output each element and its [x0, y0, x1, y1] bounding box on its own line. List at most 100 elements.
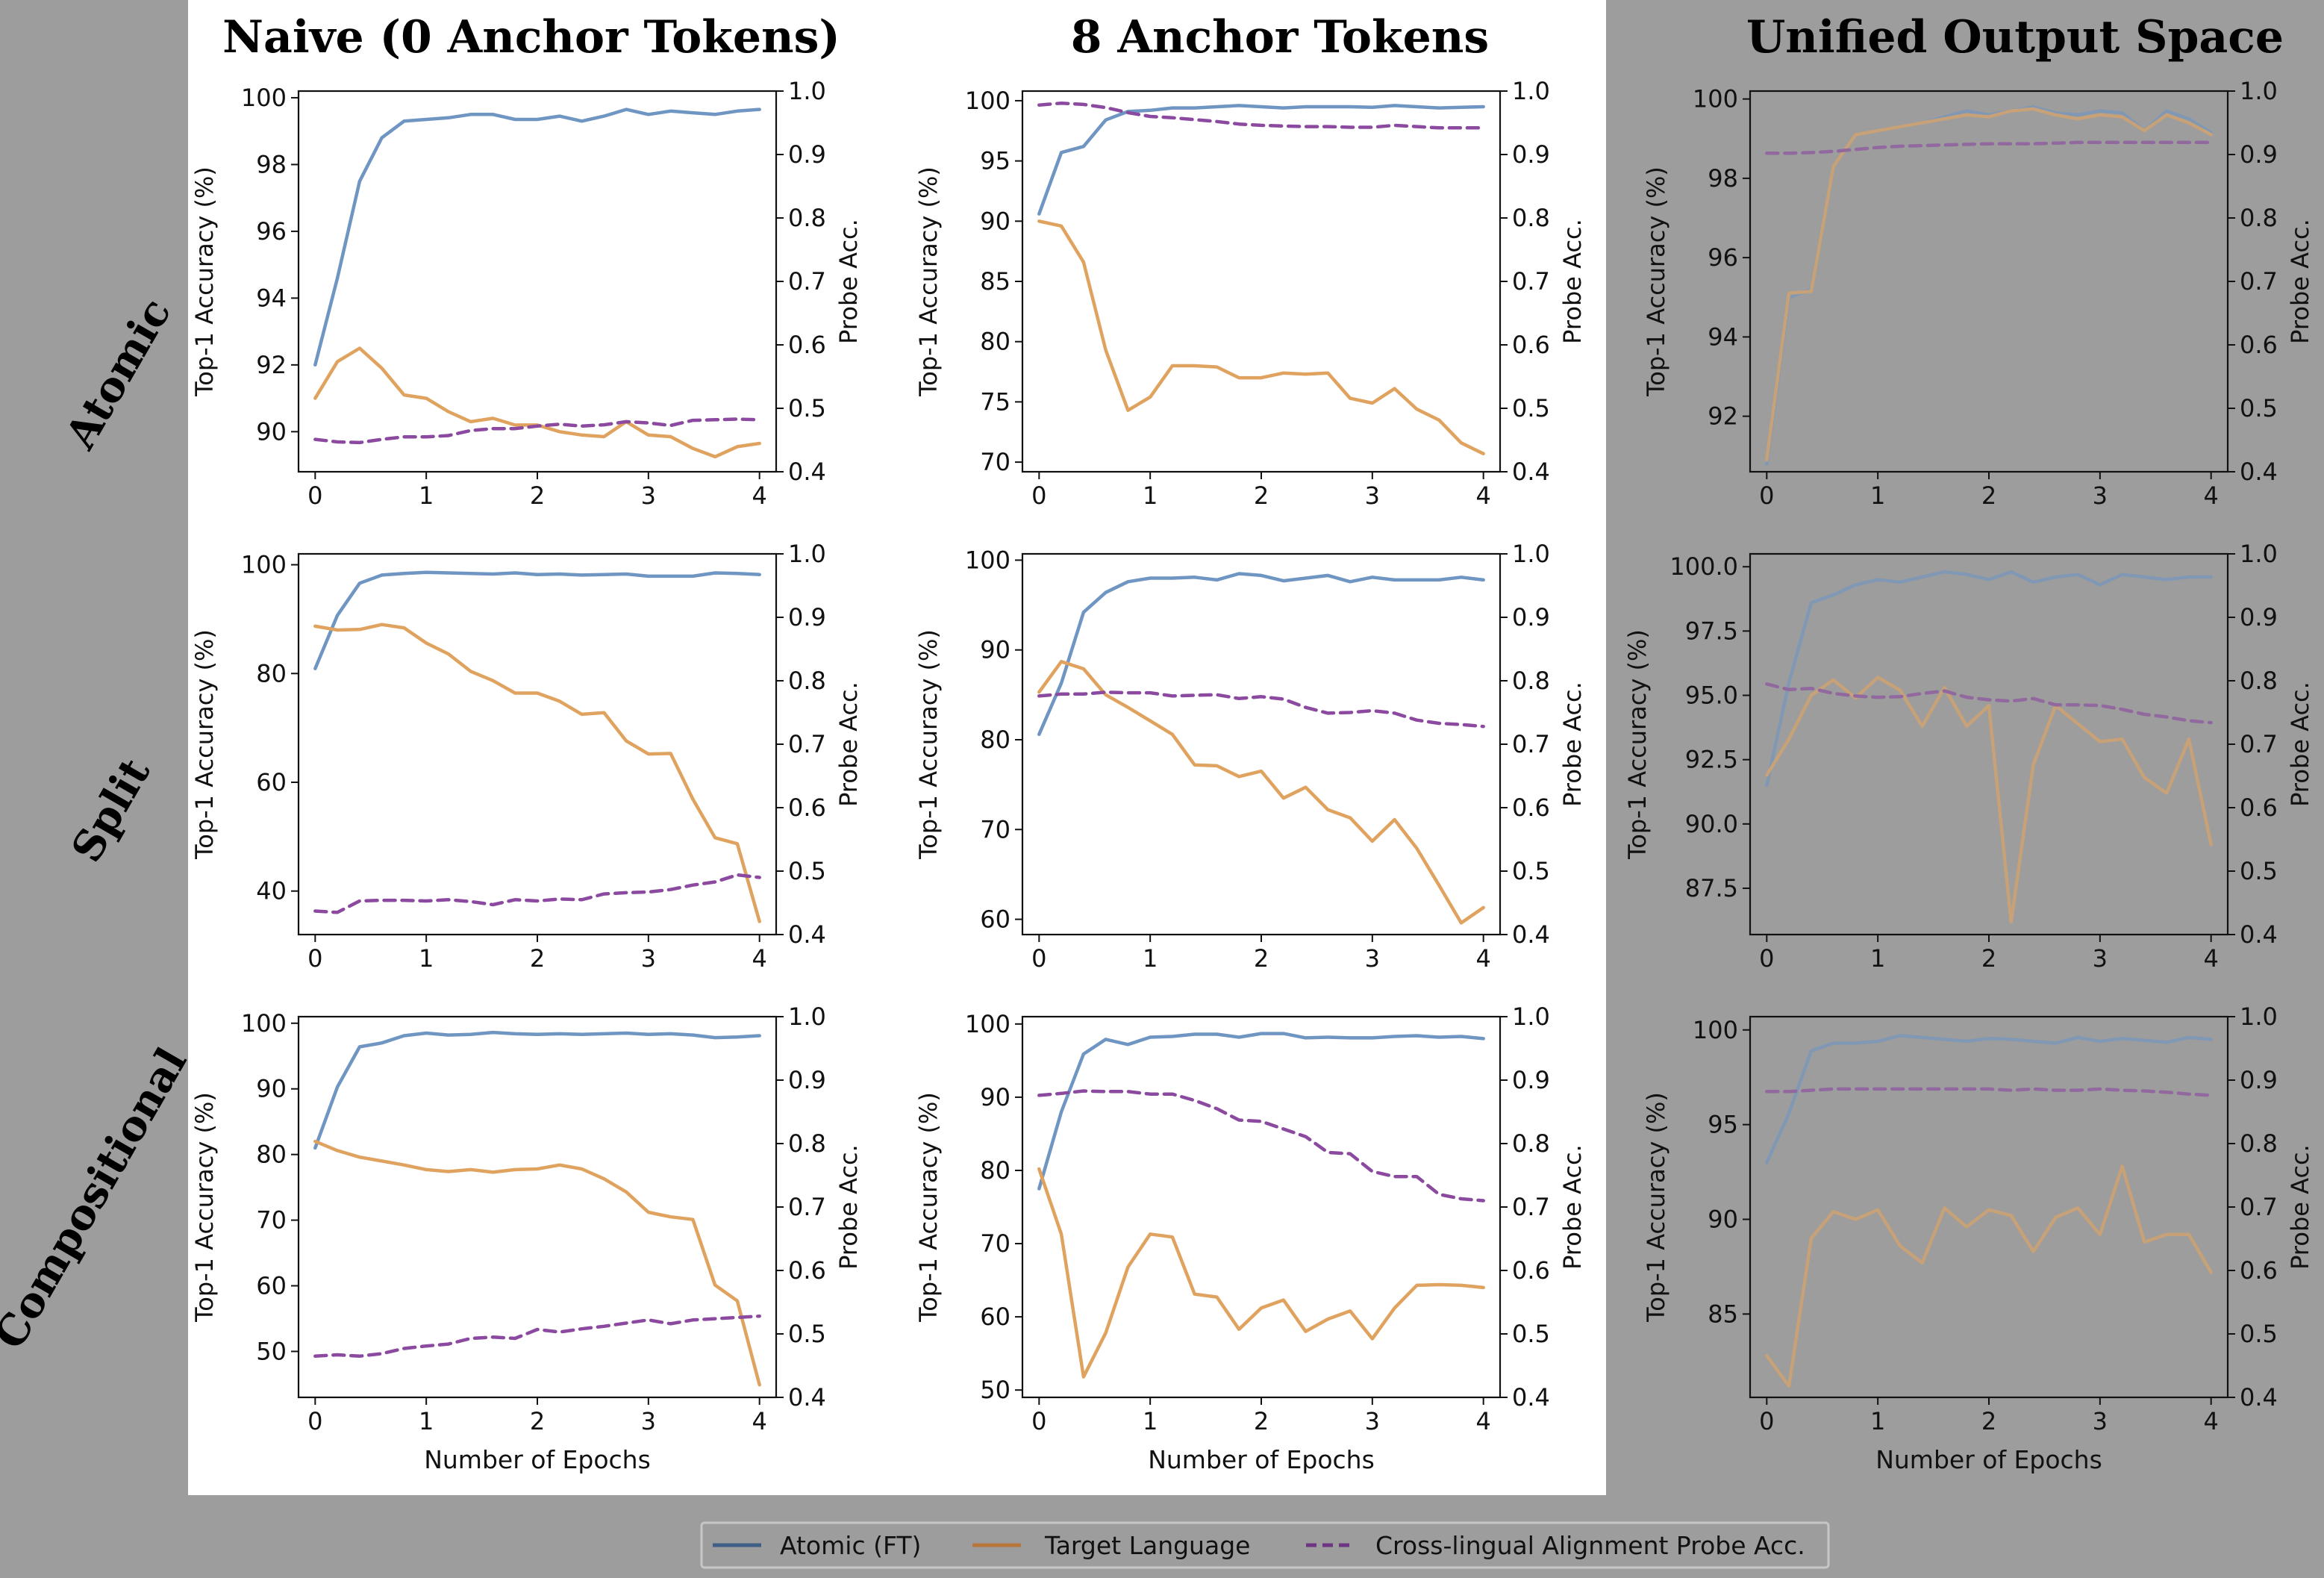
chart-compositional-naive-0-anchor-tokens-xtick-label: 1: [419, 1407, 434, 1435]
chart-split-8-anchor-tokens-series-atomic-ft: [1037, 572, 1485, 737]
charts-grid: 0 1 2 3 4 90 92 94 96 98 100 0.4 0.5 0.6 0.7 0.8 0.9 1.0 T…: [190, 77, 2314, 1474]
chart-compositional-8-anchor-tokens: 0 1 2 3 4 50 60 70 80 90 100 0.4 0.5 0.6 0.7 0.8 0.9 1.0 T…: [914, 1002, 1587, 1474]
chart-compositional-8-anchor-tokens-ytick-label: 100: [965, 1010, 1010, 1038]
chart-compositional-unified-output-space-y2tick-label: 1.0: [2240, 1002, 2278, 1031]
chart-split-unified-output-space-y2tick-label: 0.9: [2240, 603, 2278, 631]
chart-compositional-unified-output-space-series-target-language: [1765, 1164, 2213, 1388]
chart-compositional-8-anchor-tokens-y2tick-label: 0.5: [1512, 1320, 1550, 1348]
chart-split-unified-output-space-xtick-label: 4: [2203, 944, 2218, 973]
chart-split-unified-output-space-y2tick-label: 0.8: [2240, 667, 2278, 695]
chart-atomic-unified-output-space-y2tick-label: 0.7: [2240, 267, 2278, 296]
chart-atomic-naive-0-anchor-tokens: 0 1 2 3 4 90 92 94 96 98 100 0.4 0.5 0.6 0.7 0.8 0.9 1.0 T…: [190, 77, 863, 510]
chart-compositional-naive-0-anchor-tokens-ytick-label: 100: [241, 1009, 287, 1038]
chart-compositional-8-anchor-tokens-ytick-label: 60: [980, 1303, 1010, 1331]
chart-compositional-8-anchor-tokens-series-target-language: [1037, 1167, 1485, 1379]
chart-atomic-unified-output-space-ytick-label: 96: [1708, 243, 1738, 272]
chart-split-naive-0-anchor-tokens-y2tick-label: 0.5: [788, 857, 826, 885]
chart-compositional-unified-output-space-ylabel: Top-1 Accuracy (%): [1642, 1092, 1670, 1323]
chart-compositional-unified-output-space-xtick-label: 3: [2093, 1407, 2108, 1435]
chart-compositional-naive-0-anchor-tokens-y2tick-label: 0.4: [788, 1383, 826, 1412]
column-title-anchor: 8 Anchor Tokens: [1071, 11, 1489, 63]
chart-split-8-anchor-tokens-y2tick-label: 0.7: [1512, 730, 1550, 758]
chart-compositional-unified-output-space-y2tick-label: 0.5: [2240, 1320, 2278, 1348]
chart-atomic-naive-0-anchor-tokens-y2tick-label: 0.6: [788, 331, 826, 359]
chart-split-8-anchor-tokens: 0 1 2 3 4 60 70 80 90 100 0.4 0.5 0.6 0.7 0.8 0.9 1.0 Top…: [914, 540, 1587, 973]
chart-atomic-unified-output-space-y2tick-label: 0.9: [2240, 140, 2278, 169]
chart-atomic-8-anchor-tokens-ylabel: Top-1 Accuracy (%): [914, 166, 943, 397]
chart-atomic-unified-output-space-ytick-label: 98: [1708, 164, 1738, 193]
chart-compositional-8-anchor-tokens-ytick-label: 80: [980, 1156, 1010, 1185]
chart-atomic-8-anchor-tokens-xtick-label: 4: [1475, 481, 1490, 510]
chart-atomic-8-anchor-tokens-xtick-label: 1: [1143, 481, 1158, 510]
chart-split-8-anchor-tokens-xtick-label: 3: [1365, 944, 1380, 973]
chart-split-unified-output-space-series-cross-lingual-alignment-probe-acc: [1765, 682, 2213, 725]
chart-atomic-naive-0-anchor-tokens-ytick-label: 92: [256, 351, 287, 379]
chart-compositional-unified-output-space-ytick-label: 100: [1693, 1016, 1738, 1044]
row-label-split: Split: [62, 750, 160, 870]
chart-atomic-8-anchor-tokens-ytick-label: 70: [980, 448, 1010, 476]
chart-atomic-8-anchor-tokens-series-cross-lingual-alignment-probe-acc: [1037, 101, 1485, 130]
chart-atomic-unified-output-space-xtick-label: 3: [2093, 481, 2108, 510]
chart-split-naive-0-anchor-tokens-y2tick-label: 0.8: [788, 667, 826, 695]
chart-compositional-8-anchor-tokens-plot-area: [1022, 1017, 1500, 1397]
chart-split-unified-output-space-xtick-label: 1: [1870, 944, 1885, 973]
chart-split-unified-output-space-y2label: Probe Acc.: [2286, 682, 2314, 807]
chart-atomic-unified-output-space-y2tick-label: 0.6: [2240, 331, 2278, 359]
chart-compositional-8-anchor-tokens-series-cross-lingual-alignment-probe-acc: [1037, 1089, 1485, 1203]
chart-atomic-8-anchor-tokens-y2tick-label: 0.8: [1512, 204, 1550, 232]
chart-atomic-unified-output-space-ytick-label: 100: [1693, 85, 1738, 113]
chart-atomic-8-anchor-tokens-y2tick-label: 1.0: [1512, 77, 1550, 105]
chart-atomic-8-anchor-tokens-xtick-label: 2: [1254, 481, 1269, 510]
chart-split-8-anchor-tokens-ytick-label: 90: [980, 636, 1010, 664]
chart-split-unified-output-space-y2tick-label: 1.0: [2240, 540, 2278, 568]
chart-atomic-naive-0-anchor-tokens-xtick-label: 2: [530, 481, 545, 510]
chart-atomic-8-anchor-tokens-ytick-label: 75: [980, 387, 1010, 416]
column-title-unified: Unified Output Space: [1746, 11, 2284, 63]
chart-atomic-unified-output-space-xtick-label: 4: [2203, 481, 2218, 510]
chart-atomic-8-anchor-tokens-series-atomic-ft: [1037, 104, 1485, 216]
chart-atomic-naive-0-anchor-tokens-series-atomic-ft: [313, 107, 761, 367]
chart-split-unified-output-space-series-target-language: [1765, 676, 2213, 924]
chart-atomic-8-anchor-tokens-y2tick-label: 0.5: [1512, 394, 1550, 422]
chart-split-unified-output-space: 0 1 2 3 4 87.5 90.0 92.5 95.0 97.5 100.0 0.4 0.5 0.6 0…: [1623, 540, 2314, 973]
chart-atomic-naive-0-anchor-tokens-xtick-label: 3: [641, 481, 656, 510]
chart-compositional-naive-0-anchor-tokens-ytick-label: 60: [256, 1272, 287, 1300]
chart-compositional-8-anchor-tokens-xtick-label: 1: [1143, 1407, 1158, 1435]
chart-compositional-naive-0-anchor-tokens-ytick-label: 80: [256, 1141, 287, 1169]
chart-atomic-naive-0-anchor-tokens-ylabel: Top-1 Accuracy (%): [190, 166, 219, 397]
chart-split-naive-0-anchor-tokens-y2tick-label: 0.4: [788, 920, 826, 949]
chart-atomic-unified-output-space-y2tick-label: 0.8: [2240, 204, 2278, 232]
legend-label-probe: Cross-lingual Alignment Probe Acc.: [1375, 1531, 1805, 1560]
chart-atomic-naive-0-anchor-tokens-xtick-label: 4: [752, 481, 766, 510]
chart-atomic-8-anchor-tokens-y2tick-label: 0.6: [1512, 331, 1550, 359]
chart-atomic-8-anchor-tokens-plot-area: [1022, 91, 1500, 472]
chart-atomic-naive-0-anchor-tokens-series-cross-lingual-alignment-probe-acc: [313, 417, 761, 445]
chart-compositional-unified-output-space-y2label: Probe Acc.: [2286, 1144, 2314, 1270]
chart-atomic-unified-output-space-y2tick-label: 0.4: [2240, 458, 2278, 486]
chart-split-unified-output-space-plot-area: [1750, 554, 2228, 935]
chart-split-unified-output-space-ytick-label: 87.5: [1685, 874, 1738, 902]
chart-atomic-naive-0-anchor-tokens-ytick-label: 96: [256, 217, 287, 246]
chart-atomic-naive-0-anchor-tokens-y2label: Probe Acc.: [834, 219, 863, 344]
chart-split-unified-output-space-ytick-label: 100.0: [1669, 552, 1738, 581]
chart-compositional-naive-0-anchor-tokens-xtick-label: 3: [641, 1407, 656, 1435]
chart-compositional-unified-output-space-xlabel: Number of Epochs: [1875, 1445, 2102, 1474]
chart-atomic-8-anchor-tokens-ytick-label: 100: [965, 87, 1010, 115]
chart-atomic-unified-output-space-ytick-label: 94: [1708, 322, 1738, 351]
chart-compositional-8-anchor-tokens-y2tick-label: 0.7: [1512, 1193, 1550, 1221]
chart-split-naive-0-anchor-tokens-y2tick-label: 0.7: [788, 730, 826, 758]
chart-split-8-anchor-tokens-y2tick-label: 0.8: [1512, 667, 1550, 695]
chart-compositional-unified-output-space-series-atomic-ft: [1765, 1034, 2213, 1164]
chart-compositional-unified-output-space-xtick-label: 2: [1981, 1407, 1996, 1435]
chart-split-8-anchor-tokens-y2tick-label: 0.9: [1512, 603, 1550, 631]
chart-compositional-8-anchor-tokens-y2tick-label: 0.6: [1512, 1256, 1550, 1285]
chart-split-8-anchor-tokens-ytick-label: 100: [965, 546, 1010, 574]
chart-split-8-anchor-tokens-xtick-label: 0: [1031, 944, 1046, 973]
chart-split-unified-output-space-ytick-label: 92.5: [1685, 746, 1738, 774]
chart-compositional-naive-0-anchor-tokens-series-target-language: [313, 1139, 761, 1387]
legend-box: [700, 1521, 1830, 1569]
chart-atomic-8-anchor-tokens-y2label: Probe Acc.: [1558, 219, 1587, 344]
chart-split-8-anchor-tokens-y2tick-label: 1.0: [1512, 540, 1550, 568]
chart-atomic-unified-output-space-ylabel: Top-1 Accuracy (%): [1642, 166, 1670, 397]
